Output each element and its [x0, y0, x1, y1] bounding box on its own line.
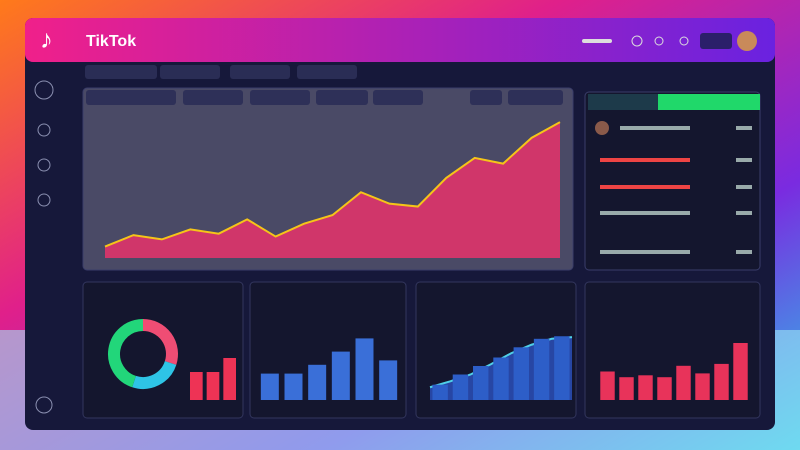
- list-tab-active[interactable]: [658, 94, 760, 110]
- row-text: [600, 211, 690, 215]
- tab[interactable]: [183, 90, 243, 105]
- bar: [714, 363, 729, 400]
- row-value: [736, 126, 752, 130]
- tab[interactable]: [297, 65, 357, 79]
- bar: [473, 366, 489, 400]
- donut-segment: [132, 360, 177, 389]
- list-rows: [595, 121, 752, 254]
- tab[interactable]: [86, 90, 176, 105]
- bar: [432, 384, 448, 400]
- sidebar: [34, 80, 54, 414]
- icon[interactable]: [654, 36, 664, 46]
- bar: [223, 358, 236, 400]
- list-panel: [584, 91, 761, 271]
- bar: [355, 338, 374, 400]
- top-tabs: [85, 65, 357, 79]
- nav-icon[interactable]: [35, 396, 53, 414]
- row-value: [736, 158, 752, 162]
- logo-icon[interactable]: ♪: [40, 24, 53, 54]
- row-text: [600, 250, 690, 254]
- icon[interactable]: [679, 36, 689, 46]
- bar: [190, 372, 203, 400]
- header-bar: [25, 18, 775, 62]
- row-value: [736, 185, 752, 189]
- tab[interactable]: [470, 90, 502, 105]
- line: [104, 121, 561, 248]
- bar: [206, 372, 220, 400]
- bar: [513, 347, 529, 400]
- row-value: [736, 250, 752, 254]
- tab[interactable]: [230, 65, 290, 79]
- chart-tabs: [86, 90, 563, 105]
- bar: [554, 336, 570, 400]
- bar: [676, 365, 691, 400]
- bar: [733, 343, 748, 400]
- bar: [533, 338, 550, 400]
- bar: [308, 364, 327, 400]
- donut-segment: [142, 319, 178, 365]
- bar: [619, 377, 634, 400]
- tab[interactable]: [316, 90, 368, 105]
- list-tab[interactable]: [588, 94, 658, 110]
- bar: [493, 357, 509, 400]
- icon[interactable]: [631, 35, 643, 47]
- nav-icon[interactable]: [37, 193, 51, 207]
- donut-segment: [108, 319, 144, 388]
- bar: [695, 373, 710, 400]
- area: [105, 122, 560, 259]
- nav-icon[interactable]: [37, 123, 51, 137]
- app-title: TikTok: [86, 33, 136, 50]
- row-text: [600, 158, 690, 162]
- tab[interactable]: [373, 90, 423, 105]
- bar: [379, 360, 398, 400]
- bar: [600, 371, 615, 400]
- tab[interactable]: [85, 65, 157, 79]
- row-value: [736, 211, 752, 215]
- row-text: [620, 126, 690, 130]
- bar: [260, 373, 279, 400]
- bar: [284, 373, 303, 400]
- header-icons: [582, 31, 757, 51]
- bar: [452, 374, 469, 400]
- bar: [331, 351, 350, 400]
- button[interactable]: [700, 33, 732, 49]
- bar: [657, 377, 672, 400]
- bar: [638, 375, 653, 400]
- menu-link[interactable]: [582, 39, 612, 43]
- row-text: [600, 185, 690, 189]
- nav-icon[interactable]: [34, 80, 54, 100]
- avatar[interactable]: [737, 31, 757, 51]
- nav-icon[interactable]: [37, 158, 51, 172]
- panel: [82, 281, 244, 419]
- tab[interactable]: [160, 65, 220, 79]
- row-avatar: [595, 121, 609, 135]
- tab[interactable]: [250, 90, 310, 105]
- tab[interactable]: [508, 90, 563, 105]
